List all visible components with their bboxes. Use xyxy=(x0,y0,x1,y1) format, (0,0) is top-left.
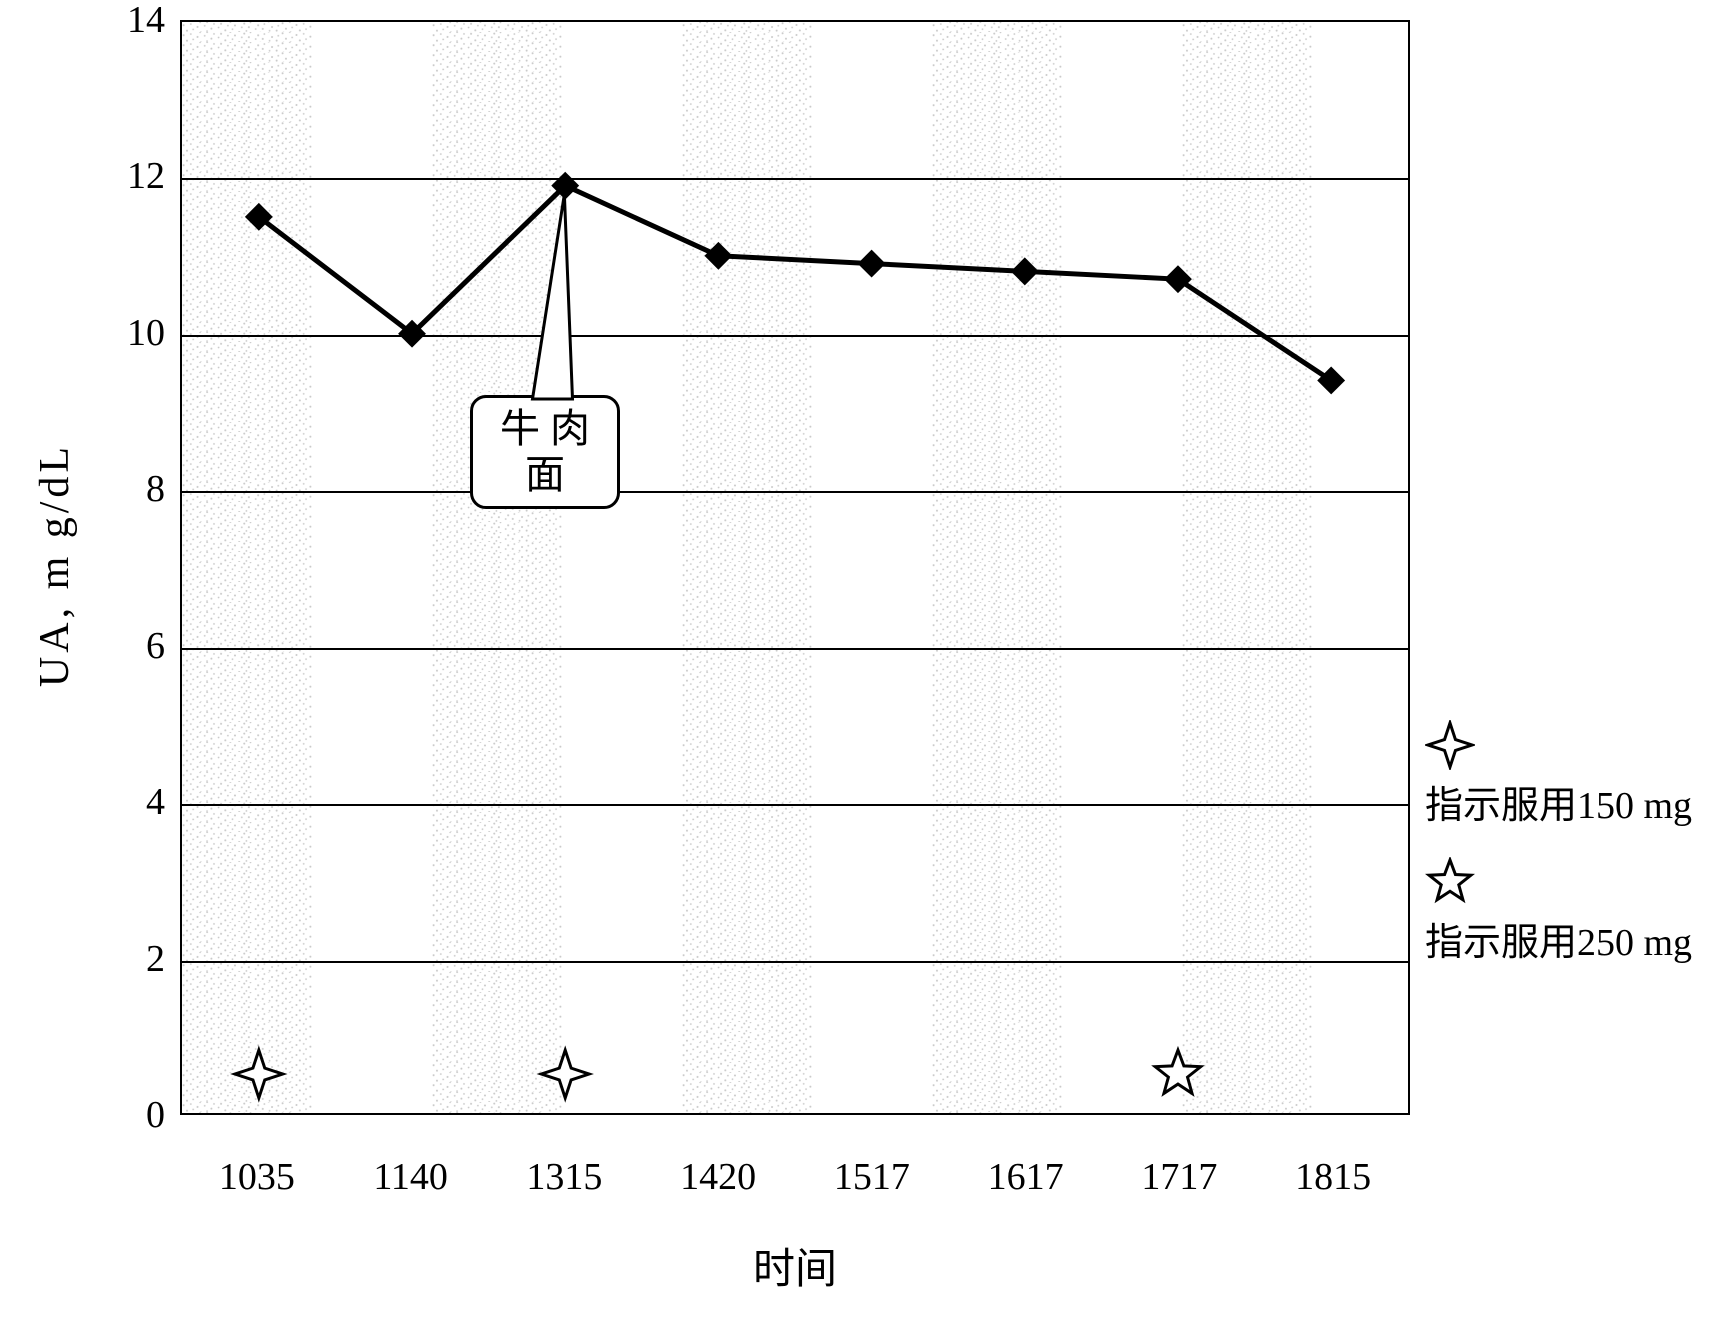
chart-page: UA, m g/dL xyxy=(0,0,1715,1344)
callout-tail xyxy=(0,0,1715,1344)
